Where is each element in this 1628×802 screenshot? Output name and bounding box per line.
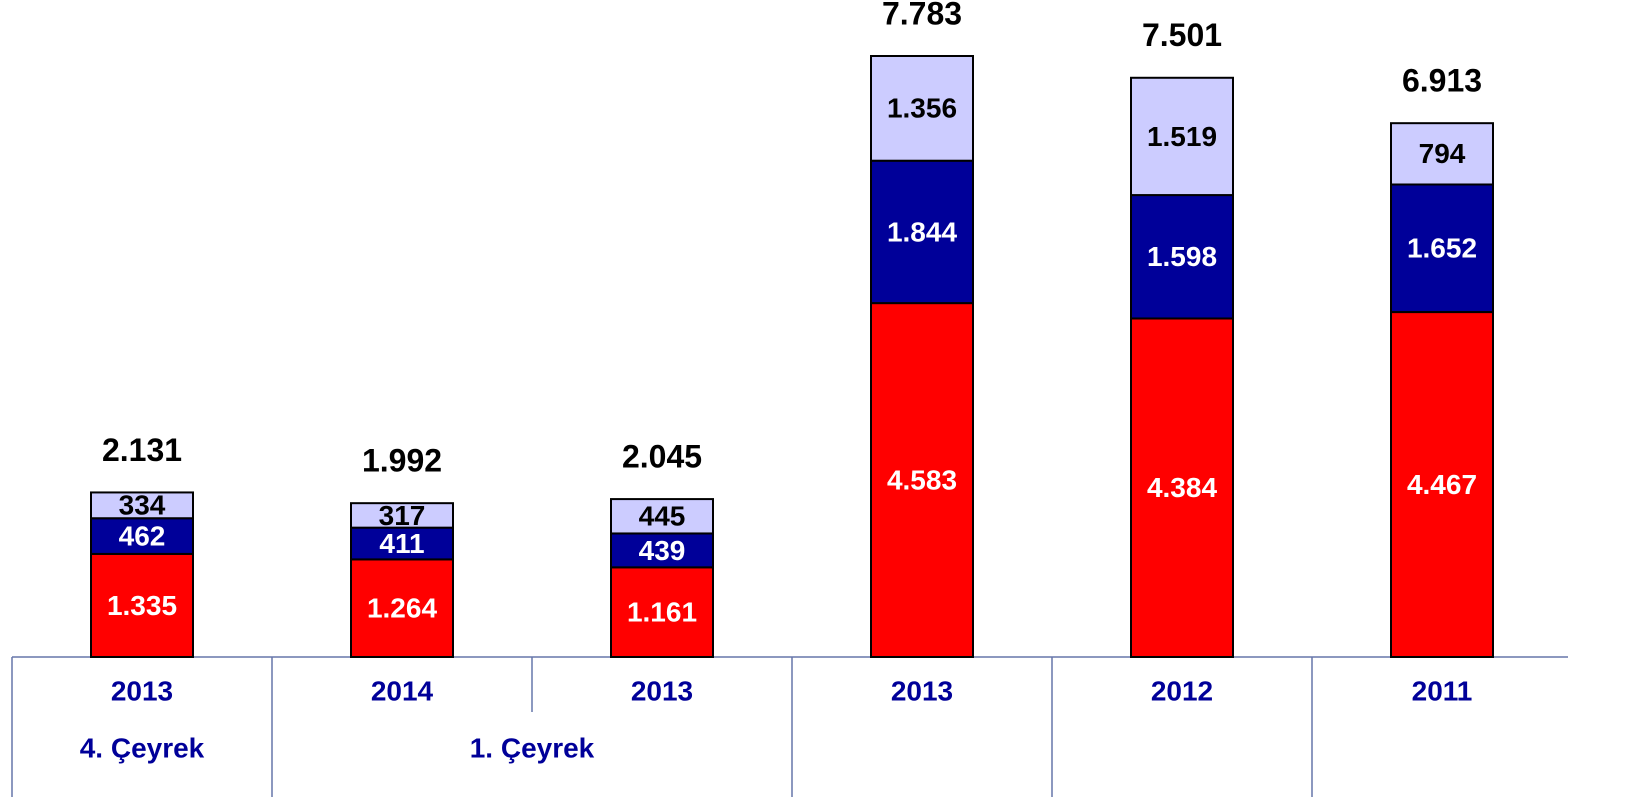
bar-segment [1130,76,1234,197]
bar-segment [1390,311,1494,658]
bar-segment [1390,122,1494,186]
bar-segment [610,566,714,659]
bar-segment [610,498,714,535]
bar-segment [350,526,454,561]
value-label: 445 [639,501,686,532]
value-label: 4.583 [887,464,957,495]
bar-segment [350,502,454,529]
x-tick-label: 2011 [1412,675,1473,706]
bar-segment [90,552,194,659]
total-label: 7.501 [1142,17,1222,53]
value-label: 439 [639,535,686,566]
total-label: 2.131 [102,432,182,468]
bar-segment [870,55,974,162]
value-label: 411 [379,528,424,559]
value-label: 1.264 [367,593,437,624]
bar-segment [350,558,454,659]
bar-segment [90,491,194,520]
total-label: 1.992 [362,443,442,479]
total-label: 6.913 [1402,63,1482,99]
x-tick-label: 2012 [1151,675,1213,706]
value-label: 317 [379,500,426,531]
bar-segment [90,517,194,555]
value-label: 1.356 [887,93,957,124]
x-tick-label: 2014 [371,675,434,706]
x-tick-label: 2013 [631,675,693,706]
value-label: 1.161 [627,597,697,628]
bar-segment [1130,317,1234,658]
value-label: 1.335 [107,590,177,621]
x-tick-label: 2013 [111,675,173,706]
group-label: 4. Çeyrek [80,732,205,763]
value-label: 334 [119,490,166,521]
value-label: 794 [1419,138,1466,169]
total-label: 7.783 [882,0,962,31]
bar-segment [870,302,974,658]
total-label: 2.045 [622,439,702,475]
value-label: 4.467 [1407,469,1477,500]
x-tick-label: 2013 [891,675,953,706]
value-label: 1.844 [887,216,957,247]
value-label: 462 [119,520,166,551]
group-label: 1. Çeyrek [470,732,595,763]
bar-segment [870,159,974,305]
value-label: 1.652 [1407,233,1477,264]
value-label: 4.384 [1147,472,1217,503]
value-label: 1.598 [1147,241,1217,272]
bar-segment [610,532,714,569]
bar-segment [1390,183,1494,314]
value-label: 1.519 [1147,121,1217,152]
bar-segment [1130,194,1234,320]
